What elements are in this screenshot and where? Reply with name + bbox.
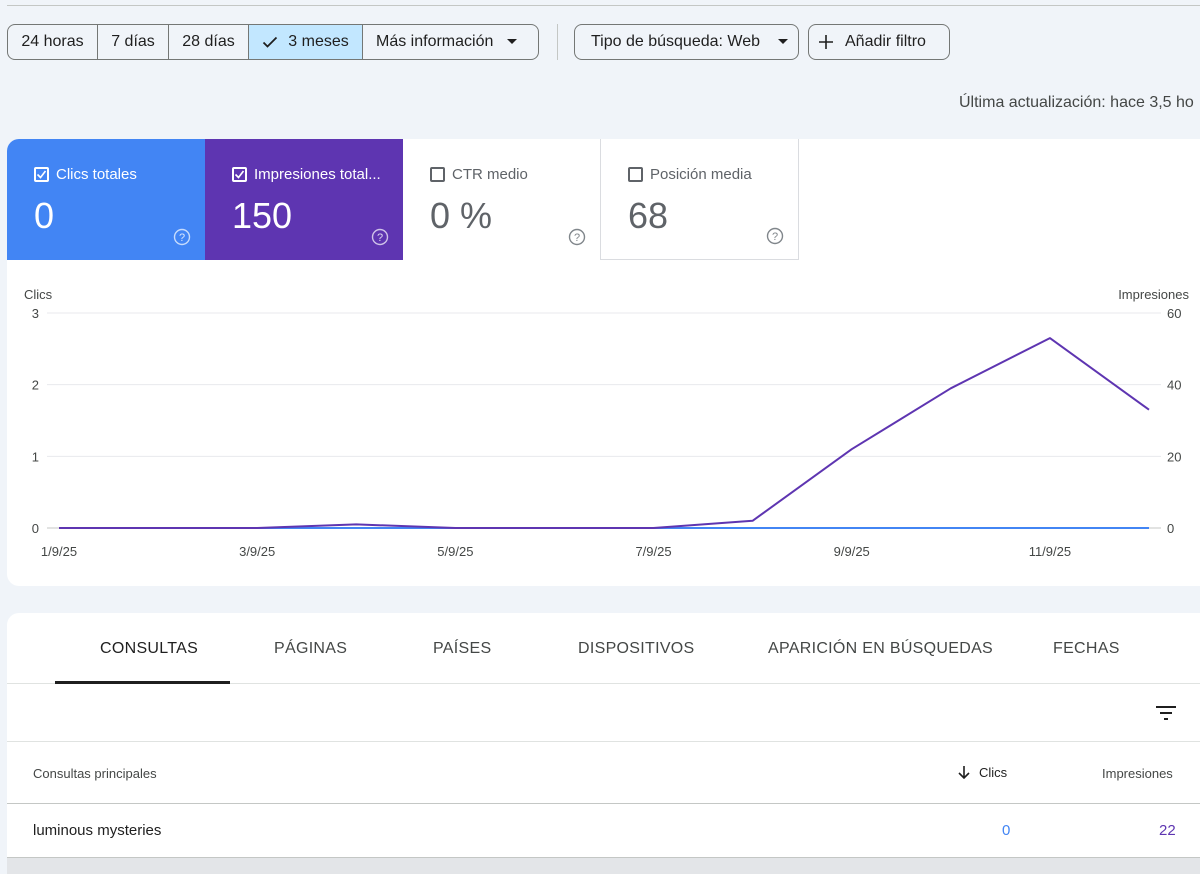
tab-search-appearance[interactable]: APARICIÓN EN BÚSQUEDAS <box>768 640 994 657</box>
plus-icon <box>819 35 833 49</box>
filter-divider <box>557 24 558 60</box>
last-updated-text: Última actualización: hace 3,5 ho <box>959 94 1194 111</box>
help-icon[interactable]: ? <box>766 227 784 245</box>
metric-average-position[interactable]: Posición media 68 ? <box>601 139 799 260</box>
tab-queries[interactable]: CONSULTAS <box>100 640 199 657</box>
column-header-impressions[interactable]: Impresiones <box>1102 766 1173 781</box>
x-tick-label: 11/9/25 <box>1029 544 1071 559</box>
column-header-clicks[interactable]: Clics <box>958 765 1007 780</box>
svg-text:?: ? <box>574 232 580 244</box>
checkbox-unchecked-icon[interactable] <box>430 167 445 182</box>
metric-label: Posición media <box>650 166 752 183</box>
help-icon[interactable]: ? <box>371 228 389 246</box>
search-type-label: Tipo de búsqueda: Web <box>591 33 761 50</box>
results-table-card: CONSULTAS PÁGINAS PAÍSES DISPOSITIVOS AP… <box>7 613 1200 858</box>
series-line-impresiones <box>59 337 1150 529</box>
metric-label: Impresiones total... <box>254 166 381 183</box>
more-info-label: Más información <box>376 33 494 50</box>
impressions-cell: 22 <box>1159 822 1176 839</box>
range-28d-button[interactable]: 28 días <box>169 25 249 59</box>
x-tick-label: 7/9/25 <box>635 544 671 559</box>
checkbox-checked-icon[interactable] <box>232 167 247 182</box>
range-7d-label: 7 días <box>111 33 155 50</box>
table-row[interactable]: luminous mysteries 0 22 <box>7 804 1200 858</box>
metric-label: Clics totales <box>56 166 137 183</box>
help-icon[interactable]: ? <box>173 228 191 246</box>
range-7d-button[interactable]: 7 días <box>98 25 169 59</box>
performance-card: Clics totales 0 ? Impresiones total... 1… <box>7 139 1200 586</box>
range-3m-label: 3 meses <box>288 33 349 50</box>
metric-label: CTR medio <box>452 166 528 183</box>
checkbox-checked-icon[interactable] <box>34 167 49 182</box>
column-header-clicks-label: Clics <box>979 765 1008 780</box>
tab-pages[interactable]: PÁGINAS <box>274 640 348 657</box>
table-filter-bar <box>7 684 1200 742</box>
range-24h-label: 24 horas <box>21 33 84 50</box>
column-header-queries[interactable]: Consultas principales <box>33 766 157 781</box>
right-tick-label: 40 <box>1167 378 1181 393</box>
range-28d-label: 28 días <box>182 33 235 50</box>
dimension-tabs: CONSULTAS PÁGINAS PAÍSES DISPOSITIVOS AP… <box>7 613 1200 684</box>
x-tick-label: 1/9/25 <box>41 544 77 559</box>
active-tab-indicator <box>55 681 230 684</box>
help-icon[interactable]: ? <box>568 228 586 246</box>
range-3m-button[interactable]: 3 meses <box>249 25 363 59</box>
metric-average-ctr[interactable]: CTR medio 0 % ? <box>403 139 601 260</box>
svg-text:?: ? <box>377 232 383 244</box>
page-footer-strip <box>7 858 1200 874</box>
sort-descending-icon <box>958 766 970 779</box>
right-tick-label: 60 <box>1167 306 1181 321</box>
left-tick-label: 2 <box>32 378 39 393</box>
table-header: Consultas principales Clics Impresiones <box>7 742 1200 804</box>
range-24h-button[interactable]: 24 horas <box>8 25 98 59</box>
date-range-selector: 24 horas 7 días 28 días 3 meses Más info… <box>7 24 539 60</box>
top-divider <box>7 5 1200 6</box>
svg-text:?: ? <box>772 231 778 243</box>
dropdown-arrow-icon <box>778 39 789 44</box>
tab-devices[interactable]: DISPOSITIVOS <box>578 640 695 657</box>
left-tick-label: 1 <box>32 449 39 464</box>
metric-total-impressions[interactable]: Impresiones total... 150 ? <box>205 139 403 260</box>
metric-value: 0 % <box>430 195 493 236</box>
query-cell: luminous mysteries <box>33 822 162 839</box>
x-tick-label: 9/9/25 <box>834 544 870 559</box>
add-filter-button[interactable]: Añadir filtro <box>808 24 950 60</box>
tab-dates[interactable]: FECHAS <box>1053 640 1120 657</box>
checkbox-unchecked-icon[interactable] <box>628 167 643 182</box>
x-tick-label: 5/9/25 <box>437 544 473 559</box>
tab-countries[interactable]: PAÍSES <box>433 640 492 657</box>
left-tick-label: 0 <box>32 521 39 536</box>
check-icon <box>263 36 278 48</box>
clicks-cell: 0 <box>1002 822 1011 839</box>
left-tick-label: 3 <box>32 306 39 321</box>
metric-value: 0 <box>34 195 55 236</box>
add-filter-label: Añadir filtro <box>845 33 926 50</box>
right-tick-label: 20 <box>1167 449 1181 464</box>
filter-icon[interactable] <box>1155 705 1177 721</box>
search-type-dropdown[interactable]: Tipo de búsqueda: Web <box>574 24 799 60</box>
left-axis-title: Clics <box>24 287 53 302</box>
metric-value: 150 <box>232 195 293 236</box>
metric-value: 68 <box>628 195 669 236</box>
svg-text:?: ? <box>179 232 185 244</box>
more-info-dropdown[interactable]: Más información <box>363 25 538 59</box>
right-axis-title: Impresiones <box>1118 287 1189 302</box>
x-tick-label: 3/9/25 <box>239 544 275 559</box>
right-tick-label: 0 <box>1167 521 1174 536</box>
dropdown-arrow-icon <box>507 39 518 44</box>
metric-total-clicks[interactable]: Clics totales 0 ? <box>7 139 205 260</box>
